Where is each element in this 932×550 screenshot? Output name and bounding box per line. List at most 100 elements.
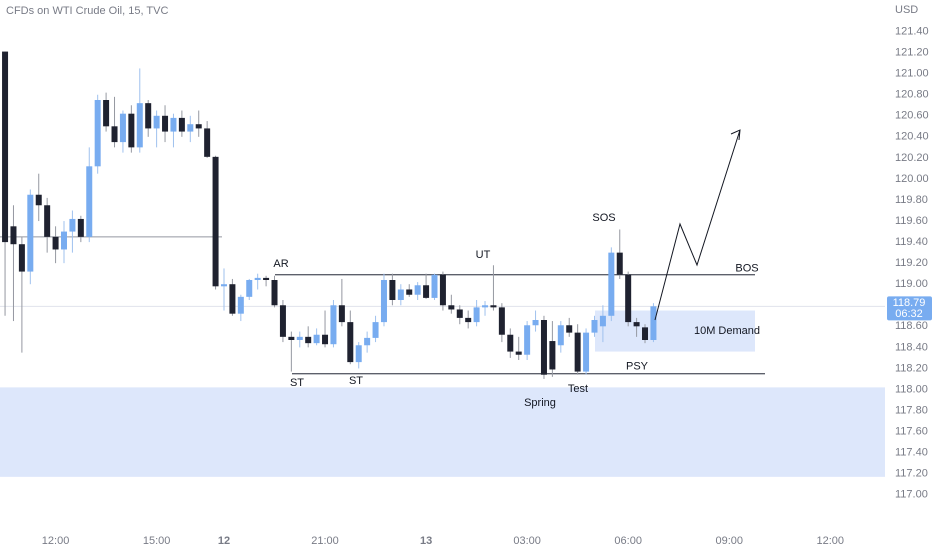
candle-body bbox=[170, 117, 177, 132]
candle-body bbox=[549, 341, 556, 370]
candle-body bbox=[616, 252, 623, 275]
candle-body bbox=[540, 320, 547, 375]
level-label: PSY bbox=[626, 361, 649, 373]
candle-body bbox=[355, 345, 362, 363]
y-tick-label: 118.60 bbox=[895, 320, 928, 332]
candle-body bbox=[27, 194, 34, 272]
x-tick-label: 12:00 bbox=[817, 535, 845, 547]
candle-body bbox=[423, 285, 430, 298]
labels: 10M Demand BOS PSY AR ST ST UT SOS Spring Test bbox=[273, 212, 760, 409]
candle-body bbox=[195, 124, 202, 129]
candle-body bbox=[364, 337, 371, 346]
y-tick-label: 119.00 bbox=[895, 278, 928, 290]
x-tick-label: 09:00 bbox=[715, 535, 743, 547]
candle-body bbox=[220, 284, 227, 287]
annotation: AR bbox=[273, 258, 288, 270]
candle-body bbox=[136, 103, 143, 148]
candle-body bbox=[10, 226, 17, 245]
candle-body bbox=[94, 100, 101, 167]
candle-body bbox=[204, 128, 211, 157]
y-tick-label: 117.20 bbox=[895, 468, 928, 480]
x-tick-label: 06:00 bbox=[614, 535, 642, 547]
candle-body bbox=[642, 327, 649, 340]
candle-body bbox=[18, 244, 25, 272]
candle-body bbox=[279, 305, 286, 337]
candle-body bbox=[498, 307, 505, 335]
y-tick-label: 121.00 bbox=[895, 68, 929, 80]
candle-body bbox=[330, 305, 337, 345]
candle-body bbox=[625, 274, 632, 323]
y-tick-label: 118.00 bbox=[895, 383, 928, 395]
x-tick-label: 12:00 bbox=[42, 535, 70, 547]
y-tick-label: 120.80 bbox=[895, 89, 929, 101]
y-tick-label: 120.40 bbox=[895, 131, 929, 143]
candle-body bbox=[524, 325, 531, 355]
y-tick-label: 118.40 bbox=[895, 341, 928, 353]
y-tick-label: 119.60 bbox=[895, 215, 928, 227]
candle-body bbox=[2, 51, 9, 243]
level-label: BOS bbox=[735, 263, 758, 275]
candles bbox=[2, 51, 657, 379]
candle-body bbox=[145, 103, 152, 129]
candle-body bbox=[406, 289, 413, 295]
candle-body bbox=[305, 336, 312, 344]
candle-body bbox=[212, 156, 219, 287]
x-tick-label: 15:00 bbox=[143, 535, 171, 547]
y-tick-label: 120.00 bbox=[895, 173, 929, 185]
candle-body bbox=[465, 317, 472, 323]
annotation: ST bbox=[349, 375, 363, 387]
candle-body bbox=[482, 305, 489, 308]
chart-title: CFDs on WTI Crude Oil, 15, TVC bbox=[6, 5, 168, 17]
candle-body bbox=[35, 194, 42, 206]
countdown: 06:32 bbox=[895, 308, 923, 320]
x-tick-label: 12 bbox=[218, 535, 230, 547]
candle-body bbox=[229, 284, 236, 314]
candle-body bbox=[69, 218, 76, 232]
candle-body bbox=[456, 309, 463, 318]
candle-body bbox=[313, 334, 320, 344]
candle-body bbox=[557, 325, 564, 346]
candle-body bbox=[60, 231, 67, 250]
candle-body bbox=[414, 285, 421, 295]
y-tick-label: 117.40 bbox=[895, 447, 928, 459]
y-tick-label: 120.20 bbox=[895, 152, 929, 164]
demand-zone bbox=[595, 310, 755, 352]
candle-body bbox=[532, 320, 539, 326]
candle-body bbox=[153, 115, 160, 129]
candle-body bbox=[389, 280, 396, 300]
last-price: 118.79 bbox=[893, 297, 926, 309]
price-tag bbox=[887, 296, 932, 321]
annotation: Test bbox=[568, 383, 588, 395]
candle-body bbox=[162, 115, 169, 132]
y-tick-label: 117.80 bbox=[895, 404, 928, 416]
x-tick-label: 21:00 bbox=[311, 535, 339, 547]
candle-body bbox=[288, 336, 295, 340]
candle-body bbox=[254, 277, 261, 280]
annotation: ST bbox=[290, 377, 304, 389]
candle-body bbox=[178, 117, 185, 132]
candle-body bbox=[574, 332, 581, 372]
candle-body bbox=[103, 100, 110, 127]
candle-body bbox=[271, 280, 278, 306]
levels bbox=[0, 236, 765, 375]
candle-body bbox=[128, 113, 135, 148]
y-tick-label: 119.20 bbox=[895, 257, 928, 269]
candle-body bbox=[633, 322, 640, 327]
x-tick-label: 03:00 bbox=[513, 535, 541, 547]
y-tick-label: 117.60 bbox=[895, 425, 928, 437]
zone-label: 10M Demand bbox=[694, 325, 760, 337]
y-tick-label: 119.80 bbox=[895, 194, 928, 206]
annotation: UT bbox=[476, 249, 491, 261]
candle-body bbox=[263, 277, 270, 280]
candle-body bbox=[490, 305, 497, 308]
candle-body bbox=[439, 274, 446, 306]
candle-body bbox=[338, 305, 345, 323]
candle-body bbox=[237, 296, 244, 314]
annotation: SOS bbox=[592, 212, 615, 224]
demand-zone bbox=[0, 387, 885, 477]
candle-body bbox=[111, 126, 118, 143]
candle-body bbox=[296, 336, 303, 340]
candle-body bbox=[566, 325, 573, 333]
y-tick-label: 118.20 bbox=[895, 362, 928, 374]
